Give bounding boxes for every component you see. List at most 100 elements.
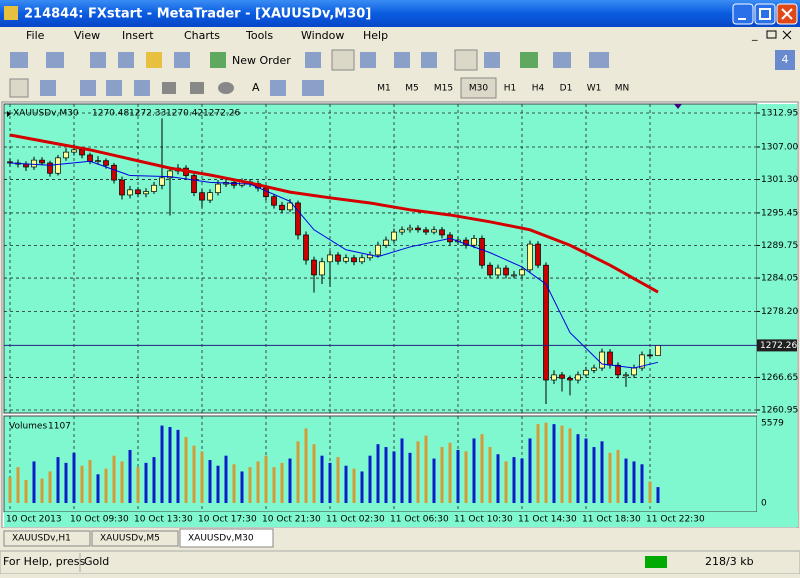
candle-body (495, 267, 501, 276)
ohlc-value: 1270.42 (166, 109, 203, 119)
ohlc-value: 1270.48 (92, 109, 129, 119)
candle-body (47, 162, 53, 174)
x-tick-label: 10 Oct 2013 (6, 515, 62, 525)
volume-bar (392, 451, 396, 503)
candle-body (191, 175, 197, 194)
candle-body (535, 243, 541, 266)
x-tick-label: 10 Oct 21:30 (262, 515, 321, 525)
x-tick-label: 11 Oct 02:30 (326, 515, 385, 525)
volume-bar (432, 458, 436, 503)
candle-body (103, 160, 109, 166)
tab-label[interactable]: XAUUSDv,M5 (100, 534, 160, 544)
volume-panel (3, 415, 758, 513)
timeframe-button[interactable]: M1 (377, 84, 391, 94)
volume-bar (528, 438, 532, 503)
title-bar (0, 0, 800, 27)
candle-body (543, 264, 549, 381)
candle-body (71, 149, 77, 153)
candle-body (135, 189, 141, 195)
candle-body (335, 254, 341, 262)
status-help: For Help, press (3, 555, 86, 568)
tab[interactable] (91, 530, 179, 547)
timeframe-button[interactable]: W1 (587, 84, 602, 94)
volume-bar (256, 461, 260, 503)
candle-body (23, 163, 29, 168)
volume-bar (200, 451, 204, 503)
timeframe-button[interactable]: H4 (532, 84, 545, 94)
timeframe-button[interactable]: D1 (560, 84, 573, 94)
volume-value: 1107 (48, 422, 71, 432)
candle-body (63, 151, 69, 159)
volume-bar (632, 461, 636, 503)
tab[interactable] (3, 530, 91, 547)
candle-body (551, 374, 557, 381)
candle-body (311, 259, 317, 276)
candle-body (423, 229, 429, 233)
menu-item[interactable]: Help (363, 29, 388, 42)
candle-body (375, 244, 381, 256)
tab-label[interactable]: XAUUSDv,H1 (12, 534, 71, 544)
minimize-button[interactable] (732, 3, 754, 25)
candle-body (567, 377, 573, 381)
volume-bar (496, 454, 500, 503)
timeframe-button[interactable]: M5 (405, 84, 419, 94)
x-tick-label: 10 Oct 17:30 (198, 515, 257, 525)
volume-bar (400, 438, 404, 503)
y-tick-label: 1307.00 (761, 142, 798, 152)
volume-bar (624, 458, 628, 503)
candle-body (439, 229, 445, 236)
text-tool[interactable]: A (252, 81, 260, 94)
candle-body (39, 159, 45, 164)
volume-bar (248, 467, 252, 503)
volume-bar (640, 464, 644, 503)
volume-bar (576, 434, 580, 503)
menu-item[interactable]: File (26, 29, 45, 42)
menu-item[interactable]: View (74, 29, 100, 42)
timeframe-button[interactable]: M30 (469, 84, 488, 94)
timeframe-button[interactable]: M15 (434, 84, 453, 94)
maximize-button[interactable] (754, 3, 776, 25)
menu-item[interactable]: Window (301, 29, 344, 42)
volume-bar (328, 462, 332, 503)
volume-bar (552, 424, 556, 503)
volume-bar (232, 464, 236, 503)
window-controls (732, 3, 798, 25)
volume-bar (240, 471, 244, 503)
volume-bar (584, 438, 588, 503)
volume-bar (48, 471, 52, 503)
menu-item[interactable]: Tools (245, 29, 273, 42)
volume-tick-label: 5579 (761, 419, 784, 429)
mdi-min[interactable]: _ (751, 28, 758, 41)
menu-item[interactable]: Charts (184, 29, 220, 42)
timeframe-button[interactable]: MN (615, 84, 630, 94)
chart-symbol: XAUUSDv,M30 (13, 109, 79, 119)
volume-bar (280, 462, 284, 503)
x-tick-label: 10 Oct 09:30 (70, 515, 129, 525)
volume-bar (360, 471, 364, 503)
timeframe-button[interactable]: H1 (504, 84, 517, 94)
tab-active[interactable] (179, 528, 274, 548)
volume-bar (352, 468, 356, 503)
volume-bar (216, 465, 220, 503)
new-order-button[interactable]: New Order (232, 54, 291, 67)
candle-body (407, 227, 413, 231)
tab-label[interactable]: XAUUSDv,M30 (188, 534, 254, 544)
candle-body (399, 229, 405, 233)
volume-bar (560, 425, 564, 503)
volume-bar (440, 447, 444, 503)
candle-body (159, 177, 165, 186)
volume-bar (88, 459, 92, 503)
candle-body (55, 157, 61, 174)
volume-tick-label: 0 (761, 499, 767, 509)
volume-bar (184, 437, 188, 503)
candle-body (471, 238, 477, 246)
volume-bar (32, 461, 36, 503)
candle-body (7, 161, 13, 164)
candle-body (647, 354, 653, 357)
volume-bar (416, 441, 420, 503)
menu-item[interactable]: Insert (122, 29, 154, 42)
volume-bar (600, 441, 604, 503)
candle-body (615, 364, 621, 376)
mdi-controls: _ (751, 28, 792, 41)
